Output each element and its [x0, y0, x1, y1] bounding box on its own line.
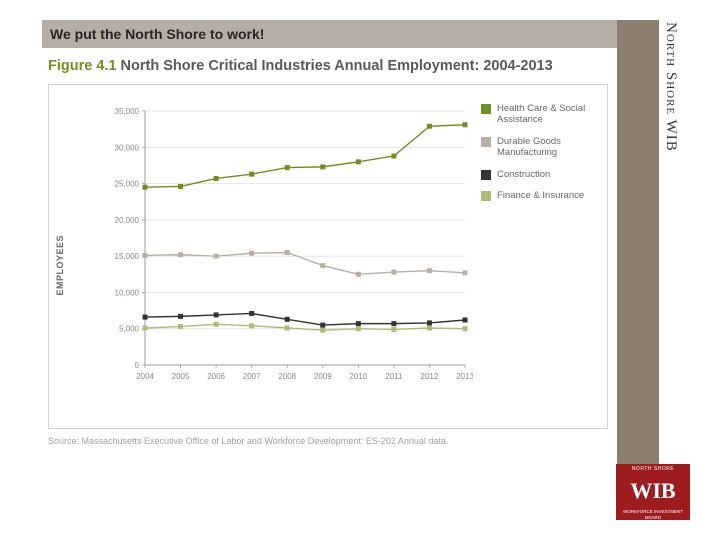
svg-text:2013: 2013 [456, 372, 473, 381]
legend-label: Health Care & Social Assistance [497, 103, 599, 126]
y-axis-label-text: EMPLOYEES [55, 235, 65, 296]
logo-mid: WIB [616, 474, 690, 508]
svg-text:2007: 2007 [243, 372, 261, 381]
legend-swatch [481, 170, 491, 180]
legend-label: Durable Goods Manufacturing [497, 136, 599, 159]
svg-text:25,000: 25,000 [115, 180, 140, 189]
wib-logo: NORTH SHORE WIB WORKFORCE INVESTMENT BOA… [616, 464, 690, 520]
legend-item: Health Care & Social Assistance [481, 103, 599, 126]
source-text: Source: Massachusetts Executive Office o… [48, 436, 448, 446]
legend-label: Finance & Insurance [497, 190, 584, 201]
svg-text:2012: 2012 [421, 372, 439, 381]
svg-text:0: 0 [135, 361, 140, 370]
figure-title: Figure 4.1 North Shore Critical Industri… [48, 58, 553, 74]
figure-number: Figure 4.1 [48, 58, 117, 74]
svg-text:10,000: 10,000 [115, 288, 140, 297]
svg-text:2006: 2006 [207, 372, 225, 381]
svg-text:20,000: 20,000 [115, 216, 140, 225]
legend-swatch [481, 104, 491, 114]
legend-item: Durable Goods Manufacturing [481, 136, 599, 159]
figure-title-text: North Shore Critical Industries Annual E… [121, 58, 553, 74]
header-bar: We put the North Shore to work! [42, 20, 617, 48]
logo-bot: WORKFORCE INVESTMENT BOARD [616, 508, 690, 520]
legend-label: Construction [497, 169, 550, 180]
slide: We put the North Shore to work! North Sh… [0, 0, 720, 540]
chart-svg: 0 5,000 10,000 15,000 20,000 25,000 30,000 35,0… [103, 103, 473, 393]
svg-text:15,000: 15,000 [115, 252, 140, 261]
side-band [617, 20, 659, 468]
svg-text:35,000: 35,000 [115, 107, 140, 116]
svg-text:2005: 2005 [172, 372, 190, 381]
y-axis-label: EMPLOYEES [55, 235, 71, 296]
side-label: North Shore WIB [662, 22, 686, 242]
svg-text:2009: 2009 [314, 372, 332, 381]
legend-item: Finance & Insurance [481, 190, 599, 201]
legend-swatch [481, 191, 491, 201]
svg-text:2008: 2008 [278, 372, 296, 381]
chart-container: EMPLOYEES 0 5,000 10,000 15,000 20,000 25,000… [48, 84, 608, 429]
legend: Health Care & Social Assistance Durable G… [481, 103, 599, 211]
svg-text:2010: 2010 [349, 372, 367, 381]
svg-text:30,000: 30,000 [115, 143, 140, 152]
legend-item: Construction [481, 169, 599, 180]
svg-text:5,000: 5,000 [119, 325, 140, 334]
legend-swatch [481, 137, 491, 147]
svg-text:2011: 2011 [385, 372, 403, 381]
logo-top: NORTH SHORE [616, 464, 690, 474]
svg-text:2004: 2004 [136, 372, 154, 381]
plot-area: 0 5,000 10,000 15,000 20,000 25,000 30,000 35,0… [103, 103, 473, 393]
side-label-text: North Shore WIB [662, 22, 679, 152]
